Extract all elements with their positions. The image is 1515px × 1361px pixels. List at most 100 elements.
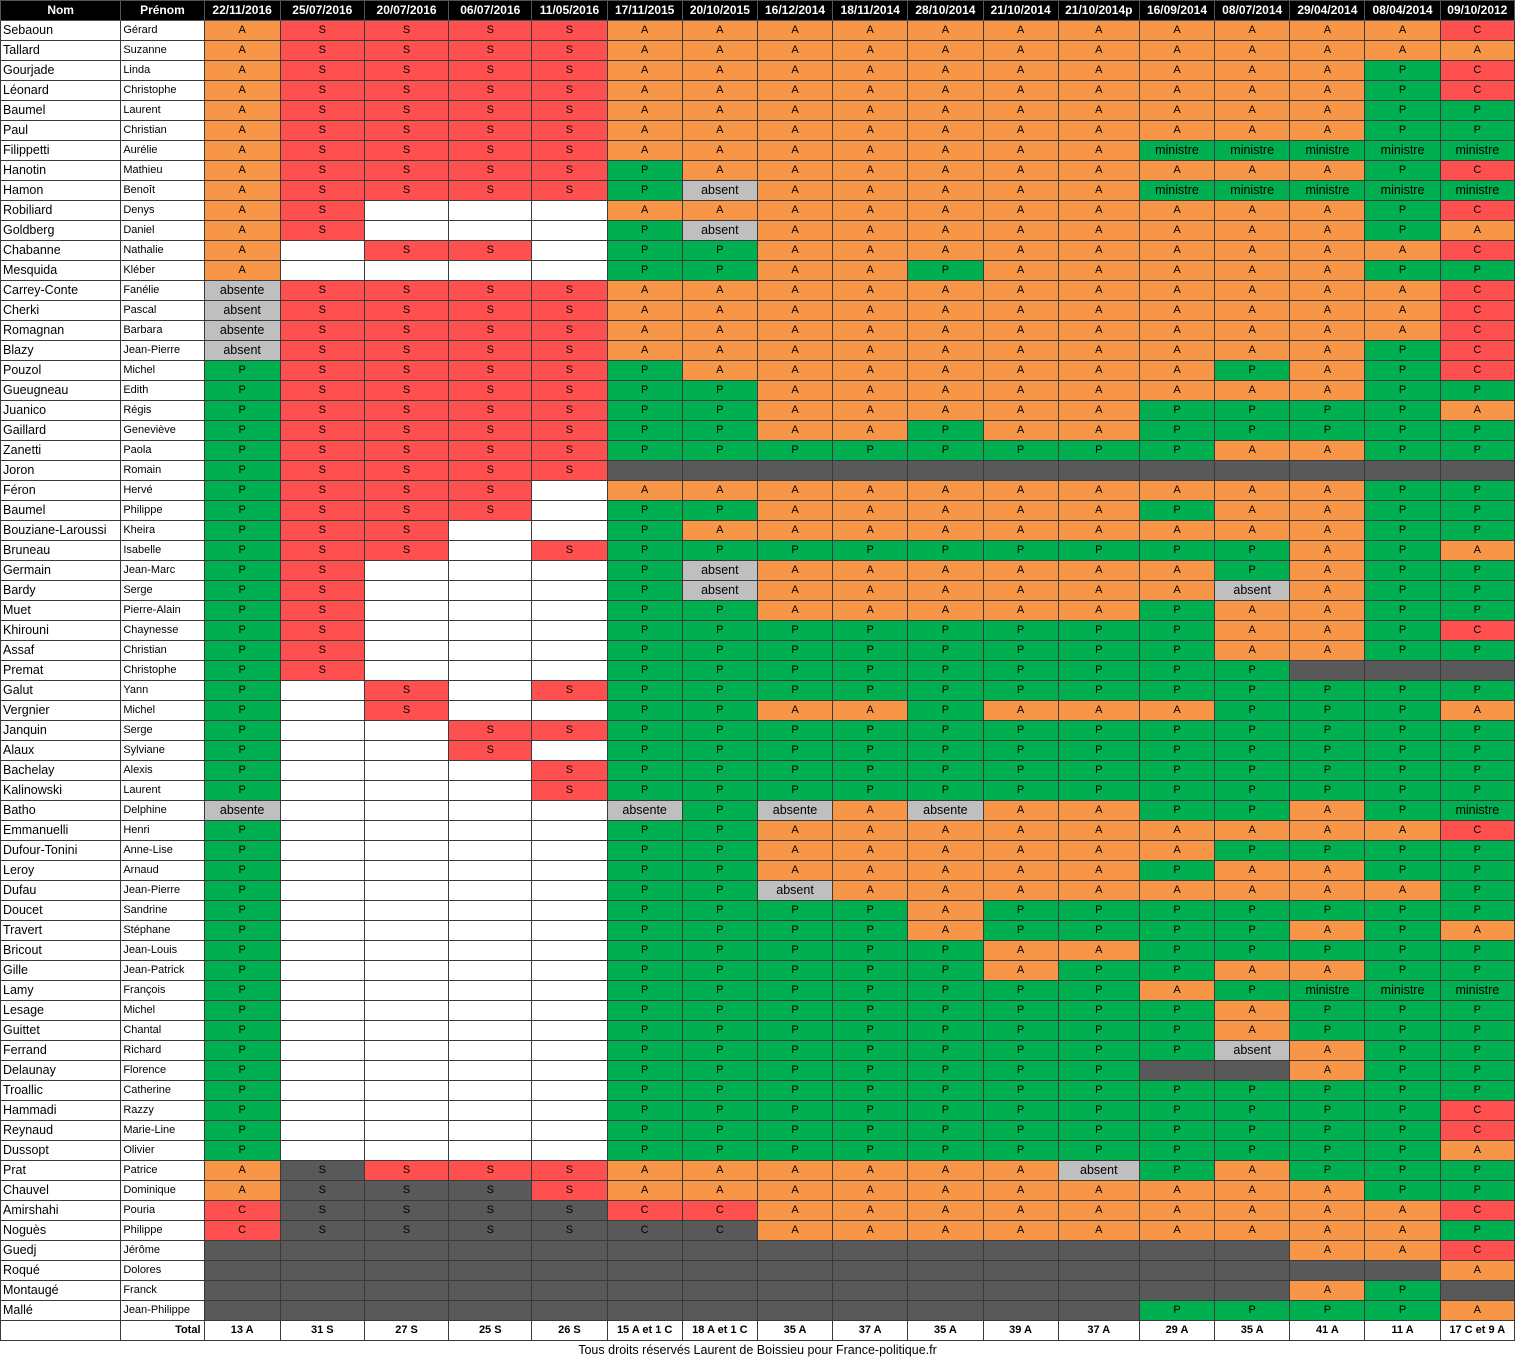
- vote-cell: A: [982, 840, 1059, 861]
- vote-cell: P: [681, 620, 758, 641]
- table-row: Hanotin Mathieu A S S S S P A A A A A A A A A P C: [0, 160, 1515, 181]
- vote-cell: A: [203, 140, 281, 161]
- vote-cell: P: [1289, 740, 1366, 761]
- vote-cell: A: [982, 940, 1059, 961]
- vote-cell: P: [907, 740, 984, 761]
- nom-cell: Tallard: [0, 40, 122, 61]
- table-row: Premat Christophe P S P P P P P P P P P: [0, 660, 1515, 681]
- vote-cell: A: [606, 1180, 683, 1201]
- vote-cell: A: [907, 280, 984, 301]
- vote-cell: A: [606, 300, 683, 321]
- vote-cell: P: [1364, 1160, 1441, 1181]
- vote-cell: P: [203, 460, 281, 481]
- table-row: Dussopt Olivier P P P P P P P P P P P P A: [0, 1140, 1515, 1161]
- vote-cell: S: [279, 420, 365, 441]
- vote-cell: P: [606, 420, 683, 441]
- vote-cell: A: [907, 220, 984, 241]
- vote-cell: A: [1364, 300, 1441, 321]
- table-row: Janquin Serge P S S P P P P P P P P P P P P: [0, 720, 1515, 741]
- nom-cell: Pouzol: [0, 360, 122, 381]
- table-row: Emmanuelli Henri P P P A A A A A A A A A C: [0, 820, 1515, 841]
- header-date: 22/11/2016: [203, 0, 281, 21]
- vote-cell: P: [681, 820, 758, 841]
- vote-cell: [363, 840, 450, 861]
- vote-cell: [531, 200, 608, 221]
- vote-cell: P: [681, 540, 758, 561]
- vote-cell: [363, 940, 450, 961]
- vote-cell: A: [1057, 320, 1140, 341]
- table-row: Montaugé Franck A P: [0, 1280, 1515, 1301]
- vote-cell: P: [203, 1040, 281, 1061]
- vote-cell: A: [1364, 880, 1441, 901]
- vote-cell: A: [982, 160, 1059, 181]
- vote-cell: P: [832, 1040, 909, 1061]
- vote-cell: A: [203, 200, 281, 221]
- vote-cell: P: [681, 940, 758, 961]
- vote-cell: P: [1214, 400, 1291, 421]
- vote-cell: A: [832, 300, 909, 321]
- prenom-cell: Jean-Pierre: [120, 340, 205, 361]
- vote-cell: A: [1289, 600, 1366, 621]
- vote-cell: S: [363, 320, 450, 341]
- nom-cell: Carrey-Conte: [0, 280, 122, 301]
- total-cell: 25 S: [448, 1320, 533, 1341]
- vote-cell: P: [1057, 540, 1140, 561]
- table-row: Gueugneau Edith P S S S S P P A A A A A A A A P P: [0, 380, 1515, 401]
- vote-cell: [681, 460, 758, 481]
- vote-cell: A: [681, 360, 758, 381]
- vote-cell: P: [1057, 960, 1140, 981]
- vote-cell: A: [606, 80, 683, 101]
- vote-cell: P: [832, 760, 909, 781]
- prenom-cell: Jean-Louis: [120, 940, 205, 961]
- vote-cell: [1214, 1240, 1291, 1261]
- vote-cell: A: [832, 1180, 909, 1201]
- vote-cell: [531, 800, 608, 821]
- vote-cell: S: [279, 1200, 365, 1221]
- vote-cell: A: [1138, 280, 1216, 301]
- vote-cell: S: [363, 20, 450, 41]
- vote-cell: P: [203, 640, 281, 661]
- table-row: Guedj Jérôme A A C: [0, 1240, 1515, 1261]
- vote-cell: P: [606, 940, 683, 961]
- vote-cell: [982, 1280, 1059, 1301]
- vote-cell: [448, 560, 533, 581]
- vote-cell: S: [279, 380, 365, 401]
- vote-cell: A: [832, 180, 909, 201]
- prenom-cell: Aurélie: [120, 140, 205, 161]
- vote-cell: A: [756, 400, 834, 421]
- vote-cell: P: [982, 620, 1059, 641]
- vote-cell: A: [1214, 20, 1291, 41]
- vote-cell: A: [756, 340, 834, 361]
- vote-cell: S: [279, 180, 365, 201]
- vote-cell: C: [1439, 60, 1515, 81]
- vote-cell: absent: [1214, 1040, 1291, 1061]
- vote-cell: A: [1439, 220, 1515, 241]
- vote-cell: S: [531, 360, 608, 381]
- vote-cell: P: [606, 700, 683, 721]
- vote-cell: P: [203, 780, 281, 801]
- vote-cell: A: [1289, 640, 1366, 661]
- vote-cell: A: [1057, 480, 1140, 501]
- vote-cell: A: [1289, 300, 1366, 321]
- vote-cell: A: [982, 100, 1059, 121]
- vote-cell: A: [606, 140, 683, 161]
- vote-cell: S: [363, 420, 450, 441]
- vote-cell: P: [1439, 500, 1515, 521]
- vote-cell: A: [1289, 540, 1366, 561]
- vote-cell: A: [832, 560, 909, 581]
- vote-cell: A: [1439, 1260, 1515, 1281]
- vote-cell: S: [279, 60, 365, 81]
- vote-cell: S: [448, 160, 533, 181]
- vote-cell: S: [363, 680, 450, 701]
- vote-cell: S: [363, 340, 450, 361]
- prenom-cell: Kheira: [120, 520, 205, 541]
- vote-cell: S: [279, 280, 365, 301]
- vote-cell: P: [1138, 740, 1216, 761]
- vote-cell: S: [363, 140, 450, 161]
- vote-cell: P: [1364, 100, 1441, 121]
- vote-cell: [1289, 1260, 1366, 1281]
- vote-cell: P: [907, 1060, 984, 1081]
- nom-cell: Emmanuelli: [0, 820, 122, 841]
